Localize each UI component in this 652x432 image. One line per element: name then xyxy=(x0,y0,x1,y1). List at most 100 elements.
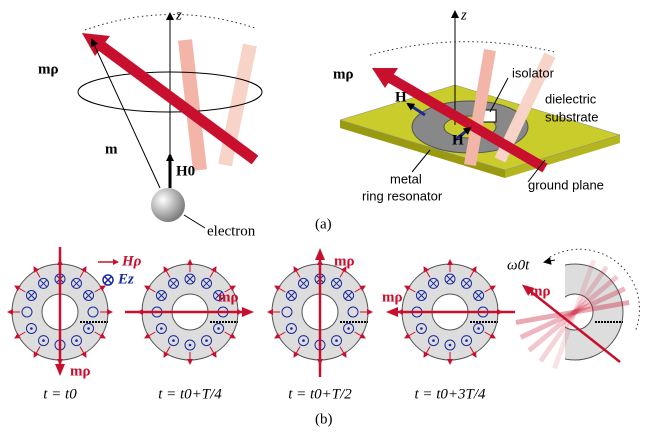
field-symbol xyxy=(168,277,179,289)
field-symbol xyxy=(83,323,95,334)
field-cross xyxy=(84,291,93,300)
label: metal xyxy=(390,171,422,186)
h-field-arrow xyxy=(163,346,171,358)
faded-arrow xyxy=(527,274,619,353)
moment-label: mρ xyxy=(218,289,239,305)
axis-label: z xyxy=(175,7,182,23)
time-label: t = t0+T/4 xyxy=(158,386,222,402)
field-symbol xyxy=(428,277,439,289)
h-field-arrow xyxy=(354,285,366,293)
field-cross xyxy=(157,291,166,300)
field-symbol xyxy=(415,290,427,301)
h-field-arrow xyxy=(404,331,416,339)
field-dot xyxy=(477,327,480,330)
field-symbol xyxy=(155,290,167,301)
h-field-arrow xyxy=(79,266,87,278)
h-arrow xyxy=(454,126,472,142)
label: substrate xyxy=(545,109,598,124)
field-symbol xyxy=(428,335,439,347)
h-field-arrow xyxy=(339,266,347,278)
axis-label: z xyxy=(460,7,467,23)
rotation xyxy=(565,263,624,361)
h-field-arrow xyxy=(94,285,106,293)
field-dot xyxy=(42,339,45,342)
field-cross xyxy=(287,291,296,300)
field-dot xyxy=(172,339,175,342)
electron xyxy=(151,188,185,222)
field-dot xyxy=(205,339,208,342)
field-symbol xyxy=(343,323,355,334)
field-symbol xyxy=(38,277,49,289)
faded-arrow xyxy=(178,39,207,171)
h-field-arrow xyxy=(14,285,26,293)
field-symbol xyxy=(71,335,82,347)
h-field-arrow xyxy=(423,266,431,278)
field-dot xyxy=(217,327,220,330)
field-symbol xyxy=(444,339,456,351)
field-symbol xyxy=(415,323,427,334)
h-field-arrow xyxy=(293,266,301,278)
field-symbol xyxy=(343,290,355,301)
field-cross xyxy=(214,291,223,300)
leader xyxy=(183,214,206,229)
h-field-arrow xyxy=(144,331,156,339)
field-cross xyxy=(446,275,454,283)
substrate-side xyxy=(505,135,620,178)
field-symbol xyxy=(71,277,82,289)
field-cross xyxy=(186,275,194,283)
field-cross xyxy=(474,291,483,300)
h-field-arrow xyxy=(33,266,41,278)
field-symbol xyxy=(184,273,196,285)
h-field-arrow xyxy=(469,266,477,278)
h-field-arrow xyxy=(163,266,171,278)
field-dot xyxy=(432,339,435,342)
field-symbol xyxy=(285,323,297,334)
field-symbol xyxy=(285,290,297,301)
field-dot xyxy=(160,327,163,330)
field-cross xyxy=(299,279,308,288)
faded-arrow xyxy=(519,286,626,340)
field-symbol xyxy=(347,306,359,318)
field-symbol xyxy=(25,323,37,334)
angle-arrow xyxy=(543,256,556,265)
field-cross xyxy=(462,279,471,288)
field-symbol xyxy=(38,335,49,347)
h-field-arrow xyxy=(423,346,431,358)
h-field-arrow xyxy=(224,285,236,293)
field-symbol xyxy=(473,323,485,334)
field-symbol xyxy=(461,277,472,289)
moment-label: mρ xyxy=(70,363,91,379)
precession-arc xyxy=(369,41,556,56)
h-field-arrow xyxy=(94,331,106,339)
label: m xyxy=(105,141,118,157)
h-field-arrow xyxy=(274,331,286,339)
field-dot xyxy=(30,327,33,330)
field-symbol xyxy=(298,277,309,289)
label: dielectric xyxy=(545,91,597,106)
m-rho-arrow xyxy=(96,40,259,165)
ring xyxy=(565,263,624,361)
ring-hole xyxy=(565,293,594,331)
h-field-arrow xyxy=(484,331,496,339)
field-dot xyxy=(335,339,338,342)
label: electron xyxy=(207,223,256,239)
h-field-arrow xyxy=(224,331,236,339)
m-rho-head xyxy=(372,68,398,88)
time-label: t = t0+3T/4 xyxy=(414,386,486,402)
field-symbol xyxy=(201,277,212,289)
time-label: t = t0+T/2 xyxy=(288,386,352,402)
h-field-arrow xyxy=(209,266,217,278)
time-label: t = t0 xyxy=(43,386,77,402)
field-symbol xyxy=(83,290,95,301)
h-field-arrow xyxy=(339,346,347,358)
faded-arrow xyxy=(464,48,496,167)
h-arrow xyxy=(406,102,426,117)
field-dot xyxy=(188,343,192,347)
field-dot xyxy=(75,339,78,342)
moment-label: mρ xyxy=(334,253,355,269)
faded-arrow xyxy=(552,259,597,370)
field-dot xyxy=(347,327,350,330)
field-symbol xyxy=(87,306,99,318)
legend-label: Hρ xyxy=(121,253,142,269)
h-field-arrow xyxy=(274,285,286,293)
